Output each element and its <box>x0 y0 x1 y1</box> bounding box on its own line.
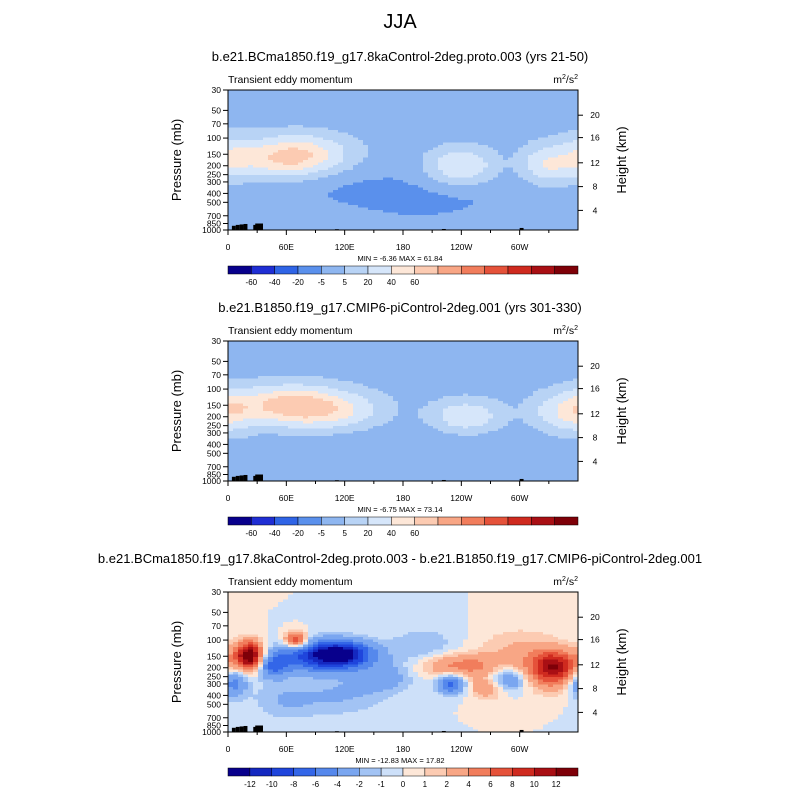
topography-bar <box>244 224 248 230</box>
x-tick-label: 0 <box>226 242 231 252</box>
colorbar-swatch <box>508 266 531 274</box>
y-tick-label: 500 <box>207 197 221 207</box>
colorbar-label: -60 <box>246 278 258 287</box>
figure-title: JJA <box>383 11 417 33</box>
y2-tick-label: 4 <box>593 205 598 215</box>
panel-title: b.e21.B1850.f19_g17.CMIP6-piControl-2deg… <box>218 300 582 315</box>
colorbar-swatch <box>228 266 251 274</box>
y-tick-label: 30 <box>212 85 222 95</box>
colorbar-label: 20 <box>364 278 373 287</box>
colorbar-swatch <box>485 266 508 274</box>
y-axis-label: Pressure (mb) <box>169 119 184 201</box>
colorbar-swatch <box>555 266 578 274</box>
colorbar-swatch <box>251 266 274 274</box>
x-tick-label: 180 <box>396 242 410 252</box>
x-tick-label: 120W <box>450 242 472 252</box>
x-tick-label: 60W <box>511 242 528 252</box>
colorbar-label: 60 <box>410 278 419 287</box>
colorbar-swatch <box>368 266 391 274</box>
colorbar-swatch <box>298 266 321 274</box>
y2-tick-label: 8 <box>593 182 598 192</box>
panel-1: b.e21.BCma1850.f19_g17.8kaControl-2deg.p… <box>169 49 629 287</box>
colorbar: -60 -40 -20 -5 5 20 40 60 <box>228 266 578 287</box>
topography-bar <box>236 225 240 230</box>
y2-tick-label: 12 <box>590 158 600 168</box>
units-label: m2/s2 <box>553 74 578 86</box>
panel-subtitle: Transient eddy momentum <box>228 325 353 337</box>
x-tick-label: 60E <box>279 242 294 252</box>
colorbar-label: -5 <box>318 278 326 287</box>
topography-bar <box>255 224 263 230</box>
colorbar-swatch <box>438 266 461 274</box>
y-tick-label: 100 <box>207 133 221 143</box>
panel-subtitle: Transient eddy momentum <box>228 74 353 86</box>
colorbar-swatch <box>461 266 484 274</box>
colorbar-label: 5 <box>342 278 347 287</box>
y2-tick-label: 16 <box>590 133 600 143</box>
topography-bar <box>240 224 244 230</box>
y-tick-label: 150 <box>207 149 221 159</box>
panel-title: b.e21.BCma1850.f19_g17.8kaControl-2deg.p… <box>212 49 589 64</box>
contour-field <box>228 90 579 231</box>
min-max-stats: MIN = -6.36 MAX = 61.84 <box>357 254 442 263</box>
y2-axis-label: Height (km) <box>614 126 629 193</box>
contour-field <box>228 341 579 482</box>
colorbar-swatch <box>531 266 554 274</box>
topography-bar <box>232 226 236 230</box>
colorbar-label: -40 <box>269 278 281 287</box>
colorbar-swatch <box>391 266 414 274</box>
colorbar-swatch <box>321 266 344 274</box>
panel-2: b.e21.B1850.f19_g17.CMIP6-piControl-2deg… <box>169 300 629 538</box>
y-tick-label: 300 <box>207 177 221 187</box>
colorbar-swatch <box>275 266 298 274</box>
units-label: m2/s2 <box>553 325 578 337</box>
y-tick-label: 1000 <box>202 225 221 235</box>
y2-tick-label: 20 <box>590 110 600 120</box>
colorbar-label: 40 <box>387 278 396 287</box>
y-tick-label: 50 <box>212 105 222 115</box>
colorbar-swatch <box>345 266 368 274</box>
x-tick-label: 120E <box>335 242 355 252</box>
colorbar-label: -20 <box>292 278 304 287</box>
y-tick-label: 70 <box>212 119 222 129</box>
colorbar-swatch <box>415 266 438 274</box>
